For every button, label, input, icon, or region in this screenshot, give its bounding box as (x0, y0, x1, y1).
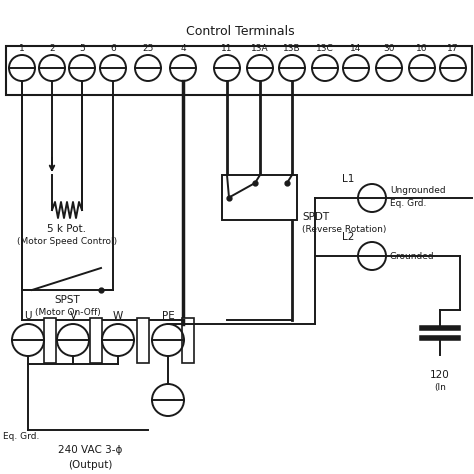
Text: 2: 2 (49, 44, 55, 53)
Text: 11: 11 (221, 44, 233, 53)
Text: 240 VAC 3-ϕ: 240 VAC 3-ϕ (58, 445, 122, 455)
Text: 5 k Pot.: 5 k Pot. (47, 224, 86, 234)
Text: W: W (113, 311, 123, 321)
Text: 120: 120 (430, 370, 450, 380)
Text: (Reverse Rotation): (Reverse Rotation) (302, 225, 386, 234)
Bar (222, 175, 297, 220)
Text: 14: 14 (350, 44, 362, 53)
Text: (Motor Speed Control): (Motor Speed Control) (17, 237, 117, 246)
Text: Ungrounded: Ungrounded (390, 186, 446, 195)
Bar (137, 318, 149, 363)
Text: Control Terminals: Control Terminals (186, 25, 294, 38)
Text: 17: 17 (447, 44, 459, 53)
Text: 5: 5 (79, 44, 85, 53)
Text: 25: 25 (142, 44, 154, 53)
Text: (Motor On-Off): (Motor On-Off) (35, 308, 100, 317)
Text: (Output): (Output) (68, 460, 112, 470)
Bar (90, 318, 102, 363)
Text: V: V (69, 311, 77, 321)
Text: (In: (In (434, 383, 446, 392)
Text: 13C: 13C (316, 44, 334, 53)
Text: Eq. Grd.: Eq. Grd. (3, 432, 39, 441)
Bar (6, 46, 472, 95)
Text: 6: 6 (110, 44, 116, 53)
Text: U: U (24, 311, 32, 321)
Text: 4: 4 (180, 44, 186, 53)
Text: 16: 16 (416, 44, 428, 53)
Bar (182, 318, 194, 363)
Text: 1: 1 (19, 44, 25, 53)
Text: Grounded: Grounded (390, 252, 435, 261)
Text: SPDT: SPDT (302, 212, 329, 222)
Text: SPST: SPST (55, 295, 81, 305)
Text: 13B: 13B (283, 44, 301, 53)
Text: Eq. Grd.: Eq. Grd. (390, 199, 427, 208)
Bar (44, 318, 56, 363)
Text: 13A: 13A (251, 44, 269, 53)
Text: 30: 30 (383, 44, 395, 53)
Text: L1: L1 (342, 174, 354, 184)
Text: L2: L2 (342, 232, 354, 242)
Text: PE: PE (162, 311, 174, 321)
